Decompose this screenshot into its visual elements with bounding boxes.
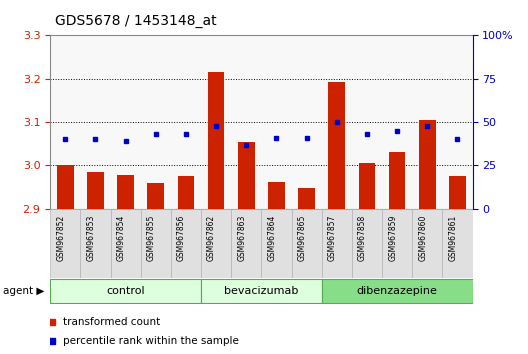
Text: GSM967862: GSM967862 xyxy=(207,215,216,261)
Bar xyxy=(201,209,231,278)
Bar xyxy=(359,163,375,209)
Text: GSM967863: GSM967863 xyxy=(237,215,246,261)
Bar xyxy=(87,172,103,209)
Bar xyxy=(328,82,345,209)
Text: GSM967864: GSM967864 xyxy=(268,215,277,261)
Text: GSM967861: GSM967861 xyxy=(448,215,457,261)
Bar xyxy=(201,279,322,303)
Bar xyxy=(50,279,201,303)
Bar xyxy=(140,209,171,278)
Text: GSM967858: GSM967858 xyxy=(358,215,367,261)
Bar xyxy=(442,209,473,278)
Bar xyxy=(147,183,164,209)
Bar xyxy=(389,153,406,209)
Bar xyxy=(80,209,110,278)
Bar xyxy=(110,209,140,278)
Bar xyxy=(231,209,261,278)
Bar xyxy=(57,166,73,209)
Bar xyxy=(412,209,442,278)
Text: GSM967860: GSM967860 xyxy=(418,215,427,261)
Bar xyxy=(298,188,315,209)
Bar xyxy=(291,209,322,278)
Bar xyxy=(117,175,134,209)
Bar xyxy=(171,209,201,278)
Text: transformed count: transformed count xyxy=(63,317,160,327)
Bar xyxy=(177,176,194,209)
Bar xyxy=(238,142,254,209)
Bar xyxy=(208,72,224,209)
Bar xyxy=(352,209,382,278)
Text: bevacizumab: bevacizumab xyxy=(224,286,298,296)
Bar xyxy=(261,209,291,278)
Text: GSM967855: GSM967855 xyxy=(147,215,156,261)
Text: control: control xyxy=(106,286,145,296)
Text: GSM967853: GSM967853 xyxy=(87,215,96,261)
Bar xyxy=(268,182,285,209)
Text: GSM967852: GSM967852 xyxy=(56,215,65,261)
Text: GSM967865: GSM967865 xyxy=(298,215,307,261)
Bar xyxy=(322,209,352,278)
Text: GSM967854: GSM967854 xyxy=(117,215,126,261)
Text: GSM967857: GSM967857 xyxy=(328,215,337,261)
Bar xyxy=(449,176,466,209)
Bar xyxy=(382,209,412,278)
Bar xyxy=(322,279,473,303)
Text: agent ▶: agent ▶ xyxy=(3,286,44,296)
Text: GSM967859: GSM967859 xyxy=(388,215,397,261)
Text: GDS5678 / 1453148_at: GDS5678 / 1453148_at xyxy=(55,14,217,28)
Text: GSM967856: GSM967856 xyxy=(177,215,186,261)
Bar xyxy=(50,209,80,278)
Text: percentile rank within the sample: percentile rank within the sample xyxy=(63,336,239,346)
Text: dibenzazepine: dibenzazepine xyxy=(357,286,438,296)
Bar xyxy=(419,120,436,209)
